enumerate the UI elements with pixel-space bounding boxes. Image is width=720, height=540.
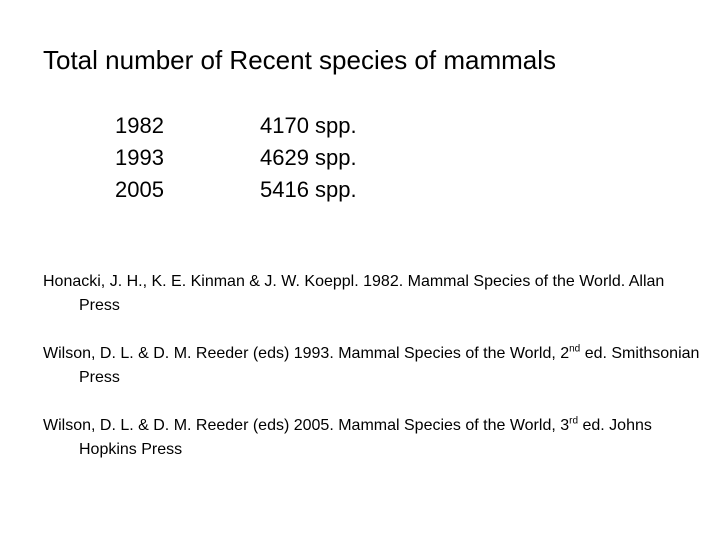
edition-superscript: nd	[569, 343, 581, 355]
reference-text-before: Wilson, D. L. & D. M. Reeder (eds) 1993.…	[43, 345, 570, 362]
reference-honacki-1982: Honacki, J. H., K. E. Kinman & J. W. Koe…	[43, 270, 703, 318]
reference-text-after: ed. Smithsonian Press	[79, 345, 700, 386]
edition-superscript: rd	[569, 415, 579, 427]
reference-text: Honacki, J. H., K. E. Kinman & J. W. Koe…	[43, 273, 665, 314]
references-list: Honacki, J. H., K. E. Kinman & J. W. Koe…	[43, 270, 703, 486]
count-year: 2005	[115, 177, 164, 202]
reference-wilson-1993: Wilson, D. L. & D. M. Reeder (eds) 1993.…	[43, 342, 703, 390]
reference-text-after: ed. Johns Hopkins Press	[79, 417, 652, 458]
count-row: 1982 4170 spp.	[115, 110, 357, 142]
reference-text-before: Wilson, D. L. & D. M. Reeder (eds) 2005.…	[43, 417, 570, 434]
count-value: 5416 spp.	[260, 177, 357, 202]
count-year: 1993	[115, 145, 164, 170]
count-value: 4170 spp.	[260, 113, 357, 138]
count-year: 1982	[115, 113, 164, 138]
reference-wilson-2005: Wilson, D. L. & D. M. Reeder (eds) 2005.…	[43, 414, 703, 462]
slide-title: Total number of Recent species of mammal…	[43, 45, 556, 75]
count-value: 4629 spp.	[260, 145, 357, 170]
count-row: 2005 5416 spp.	[115, 174, 357, 206]
species-count-table: 1982 4170 spp. 1993 4629 spp. 2005 5416 …	[115, 110, 357, 206]
count-row: 1993 4629 spp.	[115, 142, 357, 174]
